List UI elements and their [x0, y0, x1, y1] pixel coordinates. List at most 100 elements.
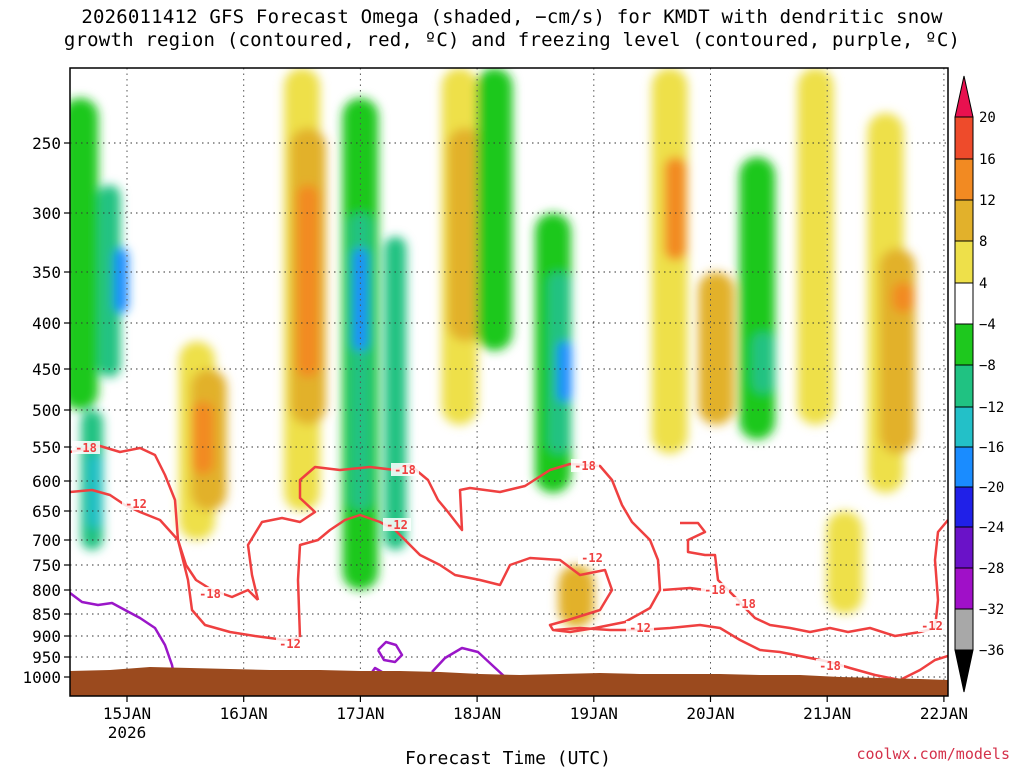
y-tick-label: 300 [32, 204, 61, 223]
dgz-contour-label: -12 [629, 621, 651, 635]
colorbar-label: −32 [979, 602, 1004, 618]
y-tick-label: 600 [32, 472, 61, 491]
omega-cell [698, 272, 735, 425]
omega-cell [892, 282, 915, 313]
dgz-contour-label: -18 [394, 463, 416, 477]
y-tick-label: 950 [32, 648, 61, 667]
dgz-label-bg [701, 583, 729, 596]
dgz-contour-label: -12 [125, 497, 147, 511]
plot-frame [69, 67, 949, 697]
dgz-contour [246, 462, 662, 639]
colorbar-label: −24 [979, 520, 1004, 536]
terrain-surface [70, 667, 948, 696]
freezing-level-contour [431, 646, 506, 678]
omega-cell [558, 565, 595, 628]
dgz-contour-label: -18 [199, 587, 221, 601]
omega-cell [191, 401, 214, 475]
y-tick-label: 550 [32, 438, 61, 457]
x-tick-label: 20JAN [686, 704, 734, 723]
dgz-label-bg [571, 459, 599, 472]
omega-cell [114, 248, 129, 313]
dgz-contour-label: -18 [574, 459, 596, 473]
colorbar-label: −28 [979, 561, 1004, 577]
dgz-label-bg [391, 463, 419, 476]
x-tick-label: 22JAN [920, 704, 968, 723]
omega-cell [447, 128, 484, 342]
x-tick-sublabel: 2026 [108, 723, 147, 742]
colorbar-bin [954, 199, 974, 242]
colorbar-label: −36 [979, 643, 1004, 659]
colorbar-bin [954, 282, 974, 325]
y-tick-label: 250 [32, 134, 61, 153]
colorbar-min-arrow [954, 649, 974, 693]
dgz-contour-label: -12 [386, 518, 408, 532]
dgz-label-bg [626, 621, 654, 634]
x-tick-label: 17JAN [336, 704, 384, 723]
omega-cell [651, 68, 688, 454]
dgz-contour [70, 488, 301, 642]
colorbar-label: 8 [979, 234, 987, 250]
colorbar-max-arrow [954, 75, 974, 118]
dgz-contour-label: -12 [279, 637, 301, 651]
dgz-label-bg [122, 497, 150, 510]
colorbar-bin [954, 364, 974, 408]
colorbar-bin [954, 608, 974, 651]
colorbar-bin [954, 406, 974, 448]
dgz-contour-label: -12 [921, 619, 943, 633]
credit-link[interactable]: coolwx.com/models [856, 745, 1010, 763]
y-tick-label: 900 [32, 627, 61, 646]
dgz-contour-label: -18 [734, 597, 756, 611]
colorbar-label: −4 [979, 317, 996, 333]
chart-title-line2: growth region (contoured, red, ºC) and f… [63, 29, 961, 51]
dgz-label-bg [196, 587, 224, 600]
chart-title-line1: 2026011412 GFS Forecast Omega (shaded, −… [81, 6, 943, 28]
dgz-contour-label: -18 [819, 659, 841, 673]
colorbar-bin [954, 158, 974, 201]
omega-cell [739, 157, 776, 440]
dgz-contour [70, 444, 259, 601]
dgz-contour-label: -12 [581, 551, 603, 565]
omega-cell [557, 341, 572, 402]
dgz-label-bg [383, 518, 411, 531]
freezing-level-contour [376, 640, 404, 664]
colorbar-bin [954, 323, 974, 366]
colorbar-label: −16 [979, 440, 1004, 456]
colorbar-label: 4 [979, 276, 987, 292]
chart-title: 2026011412 GFS Forecast Omega (shaded, −… [0, 6, 1024, 52]
dgz-label-bg [731, 597, 759, 610]
x-tick-label: 18JAN [453, 704, 501, 723]
colorbar-bin [954, 486, 974, 528]
x-tick-label: 16JAN [220, 704, 268, 723]
colorbar-label: 16 [979, 152, 996, 168]
colorbar-bin [954, 526, 974, 569]
colorbar-label: −20 [979, 480, 1004, 496]
omega-cell [797, 68, 834, 425]
dgz-contour-label: -18 [704, 583, 726, 597]
y-tick-label: 850 [32, 605, 61, 624]
omega-cell [826, 511, 863, 614]
y-tick-label: 400 [32, 314, 61, 333]
omega-cell [664, 157, 687, 261]
omega-cell [70, 98, 99, 410]
dgz-contour-label: -18 [75, 441, 97, 455]
omega-cell [879, 248, 916, 454]
omega-cell [296, 185, 319, 378]
y-tick-label: 450 [32, 360, 61, 379]
colorbar-bin [954, 446, 974, 488]
dgz-label-bg [918, 619, 946, 632]
dgz-label-bg [816, 659, 844, 672]
omega-cell [476, 68, 513, 351]
dgz-label-bg [72, 441, 100, 454]
y-tick-label: 750 [32, 556, 61, 575]
x-tick-label: 21JAN [803, 704, 851, 723]
dgz-label-bg [276, 637, 304, 650]
dgz-contour [662, 586, 706, 592]
y-tick-label: 800 [32, 581, 61, 600]
freezing-level-contour [70, 592, 177, 681]
colorbar-bin [954, 240, 974, 284]
colorbar-label: 12 [979, 193, 996, 209]
omega-cell [752, 332, 774, 394]
colorbar-bin [954, 116, 974, 160]
y-tick-label: 1000 [22, 668, 61, 687]
